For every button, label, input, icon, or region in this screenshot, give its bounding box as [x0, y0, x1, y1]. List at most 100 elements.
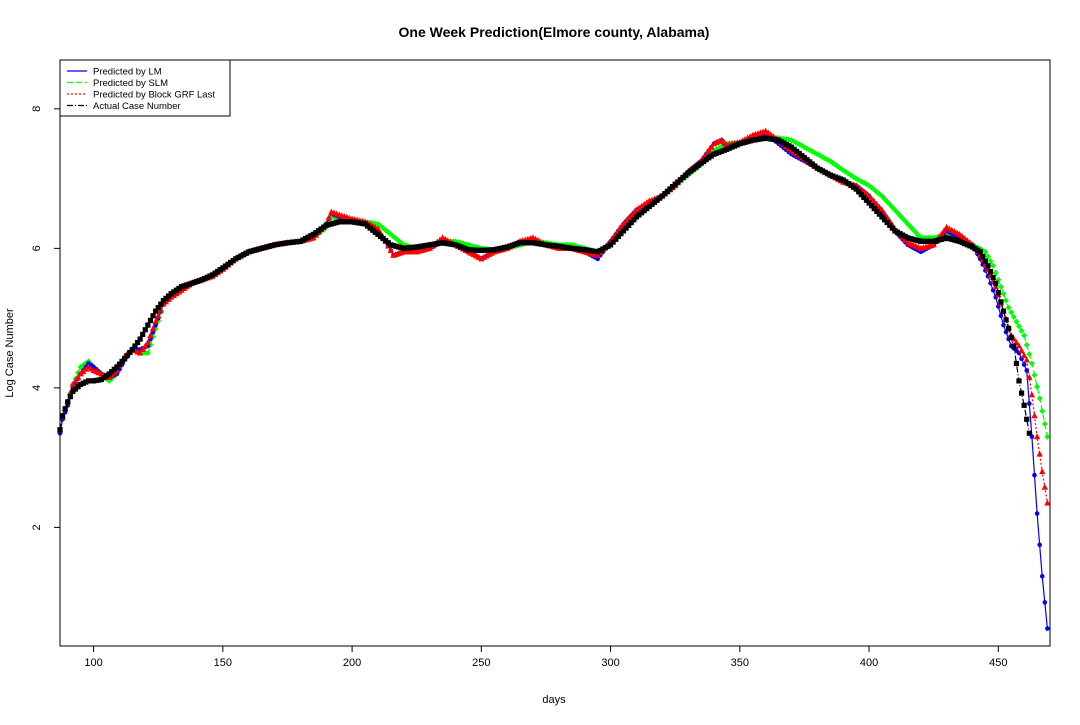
data-point	[1001, 322, 1006, 328]
data-point	[992, 269, 999, 276]
data-point	[930, 241, 937, 248]
data-point	[1018, 347, 1025, 354]
data-point	[1026, 373, 1033, 380]
plot-marks	[56, 127, 1051, 631]
data-point	[884, 219, 890, 226]
x-axis: 100 150 200 250 300 350 400 450	[84, 646, 1007, 669]
data-point	[987, 258, 994, 265]
data-point	[139, 346, 146, 353]
data-point	[861, 194, 867, 201]
data-point	[1020, 351, 1028, 358]
data-point	[1044, 433, 1051, 440]
data-point	[865, 192, 873, 199]
y-tick-label: 6	[31, 245, 43, 251]
data-point	[74, 373, 82, 380]
data-point	[977, 249, 983, 255]
data-point	[643, 199, 650, 206]
data-point	[620, 228, 627, 234]
data-point	[982, 258, 988, 264]
data-point	[853, 186, 859, 192]
data-point	[67, 394, 73, 400]
data-point	[615, 233, 621, 240]
data-point	[607, 242, 614, 248]
data-point	[127, 349, 133, 356]
data-point	[116, 361, 123, 367]
data-point	[874, 208, 880, 214]
data-point	[1027, 401, 1032, 406]
legend-label: Predicted by Block GRF Last	[93, 90, 215, 101]
data-point	[1039, 468, 1046, 475]
data-point	[1016, 378, 1022, 384]
series-line	[59, 132, 1048, 629]
data-point	[984, 253, 991, 260]
data-point	[889, 225, 895, 231]
series-3	[57, 135, 1032, 436]
data-point	[992, 283, 999, 290]
legend-label: Predicted by LM	[93, 67, 162, 78]
x-tick-label: 200	[343, 657, 361, 669]
data-point	[990, 262, 997, 269]
data-point	[866, 200, 872, 206]
data-point	[938, 230, 945, 237]
legend-box	[59, 59, 231, 117]
data-point	[993, 280, 999, 286]
data-point	[144, 350, 151, 356]
data-point	[623, 225, 629, 231]
data-point	[1042, 600, 1048, 605]
y-axis-label: Log Case Number	[4, 308, 16, 398]
series-line	[59, 130, 1048, 504]
data-point	[628, 219, 634, 226]
data-point	[1008, 309, 1015, 316]
x-tick-label: 150	[214, 657, 232, 669]
data-point	[878, 206, 886, 213]
data-point	[152, 318, 159, 325]
data-point	[1032, 472, 1037, 478]
data-point	[1003, 297, 1010, 304]
data-point	[153, 308, 159, 314]
plot-frame	[59, 59, 1051, 647]
data-point	[122, 355, 128, 362]
data-point	[703, 150, 710, 157]
data-point	[132, 343, 138, 349]
data-point	[1041, 483, 1049, 490]
data-point	[640, 201, 648, 208]
series-1	[57, 133, 1051, 440]
legend-label: Predicted by SLM	[93, 78, 168, 89]
data-point	[613, 236, 619, 242]
data-point	[1041, 420, 1048, 427]
data-point	[1015, 342, 1023, 349]
x-tick-label: 300	[601, 657, 619, 669]
data-point	[856, 189, 862, 195]
x-tick-label: 100	[84, 657, 102, 669]
data-point	[982, 248, 989, 255]
data-point	[1034, 511, 1040, 516]
data-point	[147, 332, 154, 339]
series-2	[56, 127, 1051, 506]
data-point	[871, 198, 878, 205]
data-point	[1034, 383, 1041, 390]
data-point	[325, 214, 333, 221]
data-point	[1024, 416, 1030, 422]
data-point	[879, 214, 885, 220]
data-point	[998, 313, 1004, 319]
data-point	[631, 217, 637, 223]
data-point	[990, 274, 996, 281]
data-point	[158, 301, 164, 307]
data-point	[1010, 313, 1017, 320]
data-point	[59, 413, 66, 419]
x-tick-label: 400	[860, 657, 878, 669]
data-point	[873, 200, 881, 207]
data-point	[995, 289, 1001, 296]
data-point	[1039, 573, 1045, 579]
data-point	[134, 339, 141, 346]
data-point	[62, 406, 68, 412]
y-tick-label: 2	[31, 524, 43, 530]
data-point	[1026, 351, 1033, 358]
y-tick-label: 8	[31, 106, 43, 112]
data-point	[863, 197, 870, 203]
data-point	[1000, 308, 1007, 314]
data-point	[140, 331, 146, 337]
data-point	[72, 377, 79, 384]
data-point	[1018, 327, 1025, 334]
data-point	[1023, 341, 1030, 348]
